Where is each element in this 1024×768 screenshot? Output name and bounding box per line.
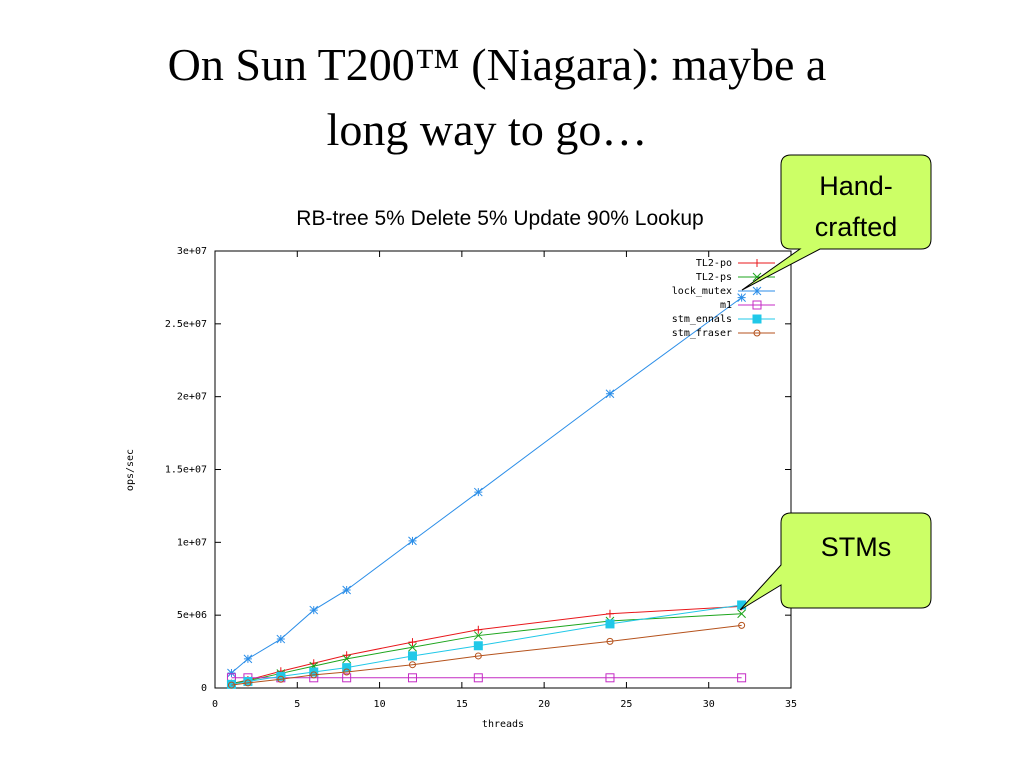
callout-text: STMs [821, 532, 892, 562]
marker [605, 619, 615, 629]
legend-label: TL2-po [696, 258, 732, 269]
x-axis-label: threads [482, 719, 524, 730]
marker [473, 487, 483, 497]
x-tick-label: 5 [294, 699, 300, 710]
marker [752, 300, 762, 310]
marker [342, 651, 351, 660]
callout-box [741, 154, 932, 291]
y-tick-label: 1e+07 [177, 537, 207, 548]
marker [473, 641, 483, 651]
marker [244, 679, 252, 687]
marker [276, 634, 286, 644]
legend-label: stm_fraser [672, 328, 732, 339]
y-tick-label: 0 [201, 683, 207, 694]
legend-label: m1 [720, 300, 732, 311]
plot: 0 5e+06 1e+07 1.5e+07 2e+07 2.5e+07 3e+07 0 5 10 1… [165, 246, 797, 710]
marker [473, 631, 483, 640]
y-tick-label: 2e+07 [177, 392, 207, 403]
x-tick-label: 20 [538, 699, 550, 710]
marker [753, 259, 761, 267]
marker [737, 673, 747, 683]
marker [310, 671, 318, 679]
legend-label: lock_mutex [672, 286, 732, 297]
y-tick-label: 1.5e+07 [165, 465, 207, 476]
marker [737, 609, 746, 619]
marker [737, 293, 746, 302]
legend-label: stm_ennals [672, 314, 732, 325]
legend-label: TL2-ps [696, 272, 732, 283]
callout-text: Hand- [819, 171, 893, 201]
marker [605, 673, 615, 683]
marker [474, 625, 483, 634]
marker [407, 673, 417, 683]
chart-title: RB-tree 5% Delete 5% Update 90% Lookup [296, 207, 703, 230]
y-tick-label: 3e+07 [177, 246, 207, 257]
marker [342, 654, 352, 664]
marker [752, 314, 762, 324]
callout-text: crafted [815, 212, 898, 242]
marker [277, 675, 285, 683]
marker [342, 673, 352, 683]
marker [227, 668, 236, 678]
marker [408, 642, 417, 652]
x-tick-label: 30 [703, 699, 715, 710]
y-tick-label: 5e+06 [177, 610, 207, 621]
marker [474, 652, 482, 660]
x-tick-label: 35 [785, 699, 797, 710]
marker [753, 329, 761, 337]
x-tick-label: 25 [620, 699, 632, 710]
x-tick-label: 0 [212, 699, 218, 710]
marker [342, 585, 352, 595]
slide-title: On Sun T200™ (Niagara): maybe a [168, 39, 827, 90]
x-tick-label: 15 [456, 699, 468, 710]
marker [309, 605, 319, 615]
slide-title: long way to go… [327, 104, 648, 155]
marker [473, 673, 483, 683]
marker [407, 651, 417, 661]
series-line [231, 604, 742, 685]
marker [605, 609, 614, 618]
series-line [231, 297, 742, 674]
marker [408, 638, 417, 647]
marker [605, 389, 615, 399]
marker [752, 286, 762, 296]
x-tick-label: 10 [374, 699, 386, 710]
series-line [231, 624, 742, 686]
y-tick-label: 2.5e+07 [165, 319, 207, 330]
marker [606, 637, 614, 645]
callout-box [739, 512, 932, 611]
marker [408, 536, 417, 546]
y-axis-label: ops/sec [125, 449, 136, 491]
marker [243, 654, 253, 664]
marker [738, 621, 746, 629]
marker [408, 661, 416, 669]
marker [227, 681, 235, 689]
marker [343, 668, 351, 676]
